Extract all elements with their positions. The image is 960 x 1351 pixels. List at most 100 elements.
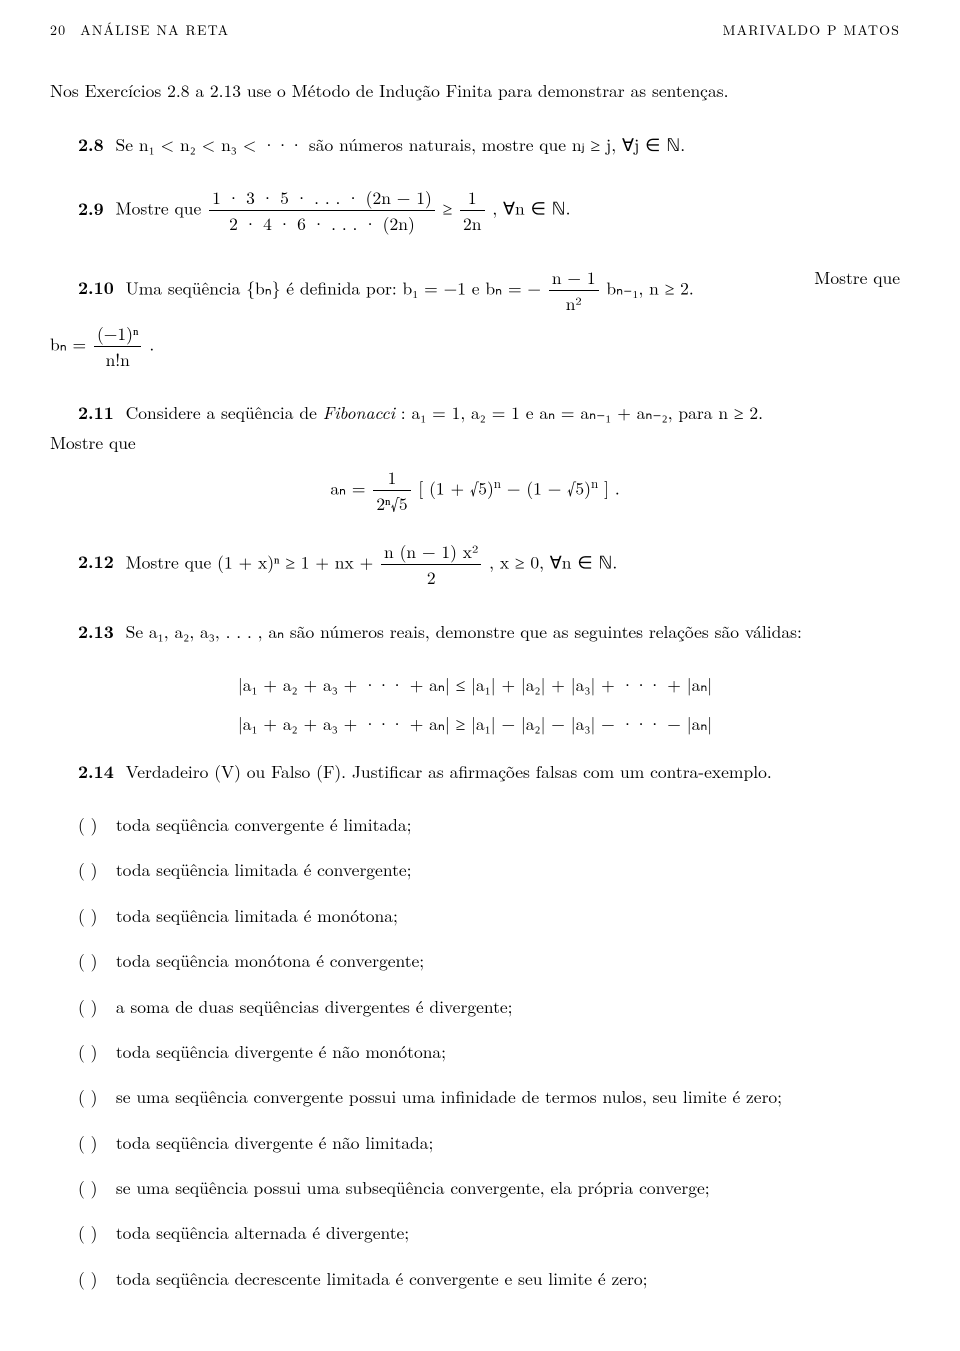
- vf-list: ( ) toda seqüência convergente é limitad…: [50, 812, 900, 1291]
- page: 20 ANÁLISE NA RETA MARIVALDO P MATOS Nos…: [0, 0, 960, 1351]
- superscript-n: n: [494, 473, 501, 492]
- exercise-number: 2.9: [78, 196, 104, 221]
- running-author: MARIVALDO P MATOS: [723, 20, 900, 40]
- vf-item-text: toda seqüência decrescente limitada é co…: [110, 1266, 647, 1291]
- fraction-numerator: n − 1: [549, 265, 599, 290]
- superscript-n: n: [591, 473, 598, 492]
- math-inline: n₁ < n₂ < n₃ < ···: [139, 132, 303, 157]
- exercise-text: Mostre que (1 + x)ⁿ ≥ 1 + nx +: [126, 549, 379, 574]
- exercise-2-10-line2: bₙ = (−1)ⁿ n!n .: [50, 321, 900, 373]
- vf-paren: ( ): [78, 948, 110, 973]
- vf-item: ( ) toda seqüência divergente é não limi…: [78, 1130, 900, 1155]
- exercise-text: , x ≥ 0, ∀n ∈ ℕ.: [489, 549, 617, 574]
- exercise-number: 2.8: [78, 132, 104, 157]
- fraction-denominator: 2n: [460, 210, 484, 236]
- vf-paren: ( ): [78, 903, 110, 928]
- vf-item-text: toda seqüência convergente é limitada;: [110, 812, 412, 837]
- fraction-numerator: 1 · 3 · 5 · . . . · (2n − 1): [209, 185, 435, 210]
- fraction-numerator: 1: [460, 185, 484, 210]
- exercise-text: , ∀n ∈ ℕ.: [492, 196, 570, 221]
- exercise-2-13: 2.13 Se a₁, a₂, a₃, . . . , aₙ são númer…: [50, 619, 900, 644]
- exercise-number: 2.12: [78, 549, 114, 574]
- intro-text: Nos Exercícios 2.8 a 2.13 use o Método d…: [50, 78, 900, 103]
- exercise-2-11: 2.11 Considere a seqüência de Fibonacci …: [50, 400, 900, 425]
- vf-item-text: toda seqüência alternada é divergente;: [110, 1220, 409, 1245]
- vf-paren: ( ): [78, 1266, 110, 1291]
- math-inline: − (1 − √5): [507, 476, 591, 501]
- vf-item: ( ) toda seqüência limitada é convergent…: [78, 857, 900, 882]
- exercise-text: Se a₁, a₂, a₃, . . . , aₙ são números re…: [126, 619, 802, 644]
- exercise-2-10: 2.10 Uma seqüência {bₙ} é definida por: …: [50, 265, 900, 317]
- fraction: 1 · 3 · 5 · . . . · (2n − 1) 2 · 4 · 6 ·…: [209, 185, 435, 237]
- vf-item-text: a soma de duas seqüências divergentes é …: [110, 994, 513, 1019]
- vf-item: ( ) se uma seqüência convergente possui …: [78, 1084, 900, 1109]
- vf-item-text: se uma seqüência convergente possui uma …: [110, 1084, 782, 1109]
- vf-item-text: toda seqüência divergente é não limitada…: [110, 1130, 433, 1155]
- fraction: n (n − 1) x² 2: [381, 539, 481, 591]
- fraction-numerator: 1: [373, 465, 410, 490]
- exercise-text: Considere a seqüência de: [126, 400, 323, 425]
- vf-item: ( ) toda seqüência divergente é não monó…: [78, 1039, 900, 1064]
- exercise-number: 2.14: [78, 759, 114, 784]
- exercise-2-14: 2.14 Verdadeiro (V) ou Falso (F). Justif…: [50, 759, 900, 784]
- fraction-denominator: n²: [549, 290, 599, 316]
- vf-item-text: se uma seqüência possui uma subseqüência…: [110, 1175, 710, 1200]
- vf-item: ( ) toda seqüência alternada é divergent…: [78, 1220, 900, 1245]
- exercise-text: Mostre que: [116, 196, 208, 221]
- vf-paren: ( ): [78, 994, 110, 1019]
- vf-paren: ( ): [78, 812, 110, 837]
- vf-paren: ( ): [78, 857, 110, 882]
- vf-item: ( ) toda seqüência convergente é limitad…: [78, 812, 900, 837]
- vf-paren: ( ): [78, 1220, 110, 1245]
- fraction-denominator: n!n: [94, 346, 142, 372]
- math-inline: .: [615, 476, 620, 501]
- inequality-display-2: |a₁ + a₂ + a₃ + ··· + aₙ| ≥ |a₁| − |a₂| …: [50, 711, 900, 736]
- fibonacci-italic: Fibonacci: [323, 400, 395, 425]
- math-inline: nⱼ ≥ j, ∀j ∈ ℕ.: [572, 132, 685, 157]
- exercise-text: são números naturais, mostre que: [309, 132, 572, 157]
- vf-item-text: toda seqüência limitada é convergente;: [110, 857, 412, 882]
- fraction-numerator: n (n − 1) x²: [381, 539, 481, 564]
- math-inline: ]: [604, 476, 609, 501]
- page-number: 20: [50, 20, 66, 40]
- fraction-denominator: 2 · 4 · 6 · . . . · (2n): [209, 210, 435, 236]
- math-inline: ≥: [443, 196, 458, 221]
- vf-item: ( ) se uma seqüência possui uma subseqüê…: [78, 1175, 900, 1200]
- exercise-2-9: 2.9 Mostre que 1 · 3 · 5 · . . . · (2n −…: [50, 185, 900, 237]
- vf-paren: ( ): [78, 1130, 110, 1155]
- running-title: ANÁLISE NA RETA: [80, 20, 229, 40]
- equation-display: aₙ = 1 2ⁿ√5 [ (1 + √5)n − (1 − √5)n ] .: [50, 465, 900, 517]
- fraction-denominator: 2ⁿ√5: [373, 490, 410, 516]
- vf-paren: ( ): [78, 1039, 110, 1064]
- fraction: n − 1 n²: [549, 265, 599, 317]
- math-inline: bₙ₋₁, n ≥ 2.: [606, 275, 693, 300]
- vf-item: ( ) toda seqüência decrescente limitada …: [78, 1266, 900, 1291]
- vf-item-text: toda seqüência limitada é monótona;: [110, 903, 398, 928]
- vf-item-text: toda seqüência divergente é não monótona…: [110, 1039, 446, 1064]
- vf-item: ( ) toda seqüência limitada é monótona;: [78, 903, 900, 928]
- exercise-text: : a₁ = 1, a₂ = 1 e aₙ = aₙ₋₁ + aₙ₋₂, par…: [401, 400, 763, 425]
- vf-paren: ( ): [78, 1175, 110, 1200]
- vf-paren: ( ): [78, 1084, 110, 1109]
- vf-item: ( ) a soma de duas seqüências divergente…: [78, 994, 900, 1019]
- fraction: 1 2ⁿ√5: [373, 465, 410, 517]
- exercise-text: Mostre que: [814, 265, 900, 290]
- math-inline: aₙ =: [330, 476, 371, 501]
- math-inline: bₙ =: [50, 331, 92, 356]
- exercise-number: 2.10: [78, 275, 114, 300]
- vf-item: ( ) toda seqüência monótona é convergent…: [78, 948, 900, 973]
- fraction: (−1)ⁿ n!n: [94, 321, 142, 373]
- running-head: 20 ANÁLISE NA RETA MARIVALDO P MATOS: [50, 20, 900, 40]
- mostre-que-text: Mostre que: [50, 430, 900, 455]
- running-head-left: 20 ANÁLISE NA RETA: [50, 20, 229, 40]
- exercise-2-8: 2.8 Se n₁ < n₂ < n₃ < ··· são números na…: [50, 132, 900, 157]
- fraction-numerator: (−1)ⁿ: [94, 321, 142, 346]
- exercise-text: Verdadeiro (V) ou Falso (F). Justificar …: [126, 759, 772, 784]
- exercise-2-12: 2.12 Mostre que (1 + x)ⁿ ≥ 1 + nx + n (n…: [50, 539, 900, 591]
- fraction: 1 2n: [460, 185, 484, 237]
- inequality-display-1: |a₁ + a₂ + a₃ + ··· + aₙ| ≤ |a₁| + |a₂| …: [50, 672, 900, 697]
- exercise-number: 2.13: [78, 619, 114, 644]
- exercise-text: Se: [116, 132, 139, 157]
- fraction-denominator: 2: [381, 564, 481, 590]
- exercise-text: Uma seqüência {bₙ} é definida por: b₁ = …: [126, 275, 541, 300]
